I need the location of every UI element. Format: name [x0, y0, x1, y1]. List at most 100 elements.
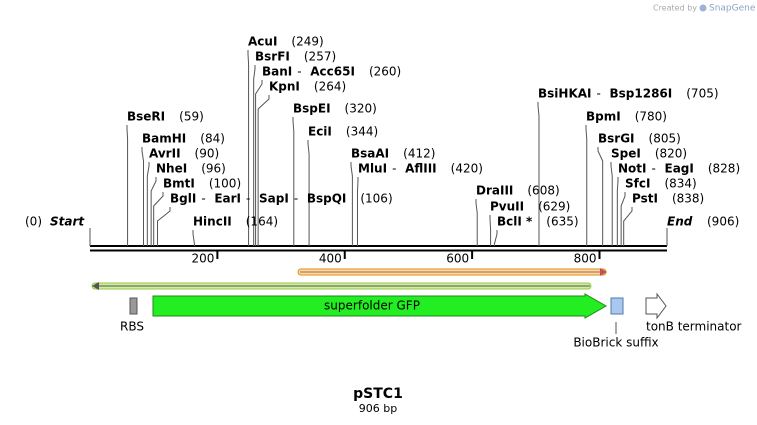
brand: SnapGene [709, 4, 756, 14]
cut-site [350, 162, 353, 246]
enzyme-name: BseRI [127, 110, 165, 124]
enzyme-name: BsrGI [598, 132, 635, 146]
enzyme-name: BspEI [293, 102, 331, 116]
cut-site [141, 147, 144, 246]
cut-site [150, 177, 157, 246]
enzyme-name: BglI [170, 192, 196, 206]
enzyme-site: (249) [291, 35, 323, 49]
terminator-arrow [645, 292, 667, 320]
cut-site [307, 140, 310, 246]
cut-site [597, 147, 604, 246]
enzyme-site: (264) [314, 80, 346, 94]
cut-site [537, 102, 540, 246]
separator: - [201, 192, 205, 206]
enzyme-name: HincII [193, 215, 232, 229]
cut-site [257, 95, 270, 246]
enzyme-name: BsiHKAI [538, 87, 592, 101]
tick-label: 800 [574, 252, 597, 266]
enzyme-name: AcuI [248, 35, 277, 49]
enzyme-site: (629) [538, 200, 570, 214]
separator: - [652, 162, 656, 176]
brand-logo [699, 4, 707, 12]
rbs-box [129, 297, 138, 315]
separator: - [294, 192, 298, 206]
end-site: (906) [707, 215, 739, 229]
cut-site [126, 125, 129, 246]
cut-site [192, 230, 195, 246]
start-site: (0) [25, 215, 42, 229]
start-label: Start [50, 215, 85, 229]
enzyme-name: PstI [632, 192, 658, 206]
cut-site [253, 65, 256, 246]
separator: - [597, 87, 601, 101]
separator: - [246, 192, 250, 206]
enzyme-site: (164) [246, 215, 278, 229]
enzyme-site: (90) [195, 147, 220, 161]
enzyme-name: Acc65I [310, 65, 355, 79]
feature-label: tonB terminator [646, 320, 742, 334]
enzyme-site: (84) [200, 132, 225, 146]
enzyme-site: (257) [304, 50, 336, 64]
gfp-arrow [152, 293, 608, 319]
enzyme-site: (838) [672, 192, 704, 206]
cut-site [247, 50, 250, 246]
enzyme-site: (635) [546, 215, 578, 229]
enzyme-name: SpeI [611, 147, 641, 161]
enzyme-name: BanI [262, 65, 292, 79]
credit: Created by [653, 4, 697, 13]
enzyme-name: PvuII [490, 200, 524, 214]
enzyme-name: AvrII [149, 147, 181, 161]
cut-site [623, 207, 633, 246]
enzyme-site: (820) [655, 147, 687, 161]
enzyme-site: (96) [201, 162, 226, 176]
cut-site [493, 230, 498, 246]
tick-label: 600 [446, 252, 469, 266]
enzyme-name: BpmI [586, 110, 621, 124]
enzyme-site: (106) [360, 192, 392, 206]
enzyme-name: SfcI [625, 177, 650, 191]
cut-site [475, 199, 478, 246]
cut-site [585, 125, 588, 246]
enzyme-name: EagI [665, 162, 694, 176]
suffix-box [610, 297, 624, 315]
cut-site [616, 177, 619, 246]
tick-label: 400 [319, 252, 342, 266]
orf-orange-head [600, 268, 607, 276]
enzyme-name: BsaAI [351, 147, 389, 161]
enzyme-name: NotI [618, 162, 647, 176]
feature-label: superfolder GFP [324, 299, 420, 313]
enzyme-name: EarI [214, 192, 241, 206]
enzyme-site: (805) [649, 132, 681, 146]
cut-site [620, 192, 626, 246]
enzyme-name: DraIII [476, 184, 513, 198]
tick-label: 200 [191, 252, 214, 266]
enzyme-name: EciI [308, 125, 332, 139]
cut-site [146, 162, 150, 246]
separator: - [392, 162, 396, 176]
feature-label: BioBrick suffix [573, 336, 658, 350]
cut-site [610, 162, 613, 246]
enzyme-name: KpnI [269, 80, 300, 94]
enzyme-site: (412) [403, 147, 435, 161]
cut-site [356, 177, 359, 246]
enzyme-name: Bsp1286I [610, 87, 673, 101]
enzyme-name: SapI [259, 192, 289, 206]
enzyme-name: BclI * [497, 215, 533, 229]
enzyme-name: BamHI [142, 132, 186, 146]
enzyme-site: (608) [527, 184, 559, 198]
enzyme-name: NheI [156, 162, 187, 176]
enzyme-name: MluI [358, 162, 387, 176]
enzyme-site: (705) [686, 87, 718, 101]
feature-label: RBS [120, 320, 144, 334]
cut-site [489, 215, 492, 246]
end-label: End [667, 215, 693, 229]
enzyme-site: (420) [451, 162, 483, 176]
enzyme-name: BspQI [307, 192, 347, 206]
map-title: pSTC1 [353, 386, 403, 402]
enzyme-site: (100) [209, 177, 241, 191]
enzyme-name: BmtI [163, 177, 195, 191]
enzyme-site: (780) [635, 110, 667, 124]
enzyme-site: (260) [369, 65, 401, 79]
orf-green-head [92, 282, 99, 290]
